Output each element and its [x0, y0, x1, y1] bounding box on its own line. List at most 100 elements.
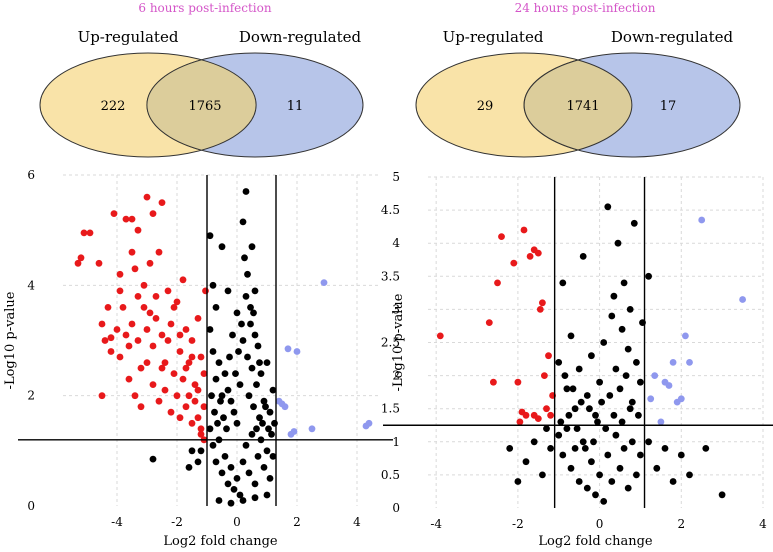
data-point — [164, 337, 172, 344]
data-point — [583, 392, 591, 399]
data-point — [226, 353, 233, 361]
data-point — [176, 331, 184, 339]
data-point — [618, 325, 626, 333]
data-point — [541, 372, 548, 379]
data-point — [490, 378, 497, 386]
data-point — [119, 304, 127, 311]
volcano-plot-6h: -4 -2 0 2 4 0 2 4 6 Log2 fold change -Log10 p-valu… — [3, 168, 393, 549]
data-point — [149, 381, 157, 388]
data-point — [212, 458, 220, 466]
data-point — [239, 337, 247, 344]
data-point — [182, 364, 190, 372]
data-point — [702, 445, 710, 452]
data-point — [365, 419, 373, 427]
data-point — [202, 287, 209, 295]
data-point — [242, 188, 250, 195]
data-point — [125, 375, 133, 383]
data-point — [598, 398, 605, 406]
data-point — [173, 298, 181, 306]
data-point — [604, 451, 612, 459]
data-point — [669, 478, 677, 485]
data-point — [188, 353, 196, 361]
data-point — [561, 372, 569, 379]
data-point — [677, 451, 685, 459]
data-point — [140, 281, 148, 289]
data-point — [116, 270, 124, 278]
data-point — [526, 253, 534, 260]
data-point — [577, 398, 585, 406]
y-tick-label: 0 — [392, 501, 400, 515]
data-point — [586, 405, 593, 413]
data-point — [208, 392, 215, 400]
data-point — [539, 299, 546, 307]
data-point — [235, 348, 242, 355]
data-point — [238, 320, 245, 328]
data-point — [530, 411, 538, 419]
data-point — [645, 272, 652, 280]
data-point — [248, 243, 256, 251]
data-point — [622, 372, 630, 379]
y-tick-label: 0.5 — [381, 468, 400, 482]
data-point — [134, 293, 142, 300]
data-point — [588, 458, 595, 466]
data-point — [269, 453, 277, 460]
data-point — [620, 445, 628, 452]
data-point — [217, 397, 224, 405]
venn-overlap — [146, 59, 257, 151]
data-point — [260, 464, 268, 471]
data-point — [686, 359, 693, 366]
data-point — [251, 331, 259, 339]
data-point — [197, 425, 205, 433]
data-point — [182, 326, 190, 333]
venn-label-down: Down-regulated — [239, 28, 362, 46]
data-point — [247, 320, 254, 328]
data-point — [251, 480, 259, 488]
data-point — [563, 425, 571, 432]
data-point — [698, 216, 706, 224]
data-point — [122, 331, 130, 339]
data-point — [116, 353, 124, 361]
data-point — [113, 326, 121, 333]
data-point — [567, 332, 575, 340]
data-point — [80, 229, 88, 237]
data-point — [251, 287, 259, 295]
venn-diagram-6h: Up-regulated Down-regulated 222 1765 11 — [39, 28, 364, 158]
data-point — [588, 352, 595, 360]
x-tick-label: -2 — [171, 515, 183, 529]
data-point — [248, 364, 256, 372]
data-point — [612, 365, 620, 373]
data-point — [248, 430, 256, 438]
data-point — [616, 385, 624, 393]
data-point — [637, 451, 644, 459]
data-point — [176, 414, 184, 422]
data-point — [268, 430, 275, 438]
data-point — [565, 411, 573, 419]
data-point — [101, 337, 109, 344]
venn-count-up-only: 222 — [101, 99, 126, 114]
data-point — [543, 405, 550, 413]
data-point — [107, 334, 115, 342]
data-point — [514, 478, 522, 485]
data-point — [602, 425, 610, 432]
venn-count-up-only: 29 — [477, 99, 494, 114]
data-point — [197, 430, 205, 438]
data-point — [206, 232, 214, 240]
data-point — [182, 403, 190, 411]
data-point — [194, 458, 202, 466]
data-point — [522, 458, 530, 466]
data-point — [236, 381, 244, 388]
x-tick-label: 0 — [596, 517, 604, 531]
data-point — [188, 419, 196, 427]
data-point — [233, 309, 241, 317]
data-point — [143, 359, 151, 366]
venn-label-up: Up-regulated — [443, 28, 544, 46]
data-point — [254, 453, 262, 460]
x-axis-label: Log2 fold change — [538, 534, 653, 549]
data-point — [281, 403, 289, 411]
data-point — [547, 445, 554, 452]
data-point — [206, 326, 214, 333]
data-point — [259, 419, 266, 427]
data-point — [227, 499, 235, 507]
data-point — [610, 292, 618, 300]
